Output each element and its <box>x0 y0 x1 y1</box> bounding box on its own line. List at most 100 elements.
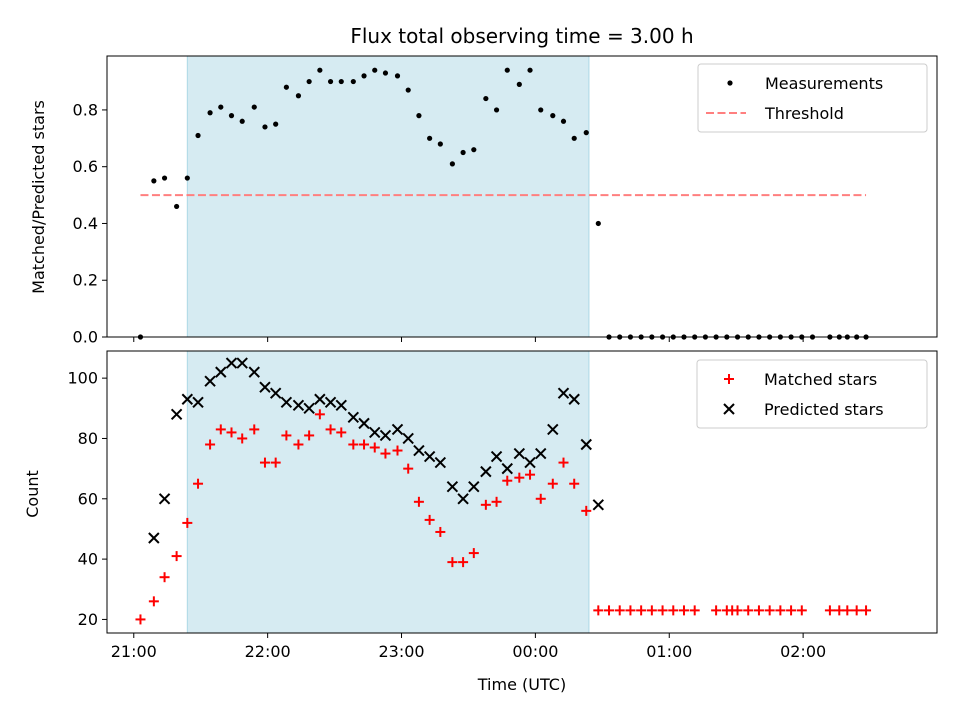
data-point <box>458 557 469 568</box>
data-point <box>457 493 469 505</box>
data-point <box>595 220 601 227</box>
data-point <box>493 107 500 113</box>
data-point <box>434 456 447 469</box>
data-point <box>480 465 492 478</box>
data-point <box>270 457 281 468</box>
data-point <box>504 67 510 73</box>
data-point <box>161 175 168 181</box>
data-point <box>204 375 216 387</box>
data-point <box>547 423 559 436</box>
data-point <box>403 463 414 474</box>
data-point <box>636 605 647 616</box>
data-point <box>625 605 636 616</box>
data-point <box>405 87 411 93</box>
data-point <box>394 73 401 79</box>
y-tick-label: 20 <box>78 610 98 629</box>
data-point <box>581 505 592 516</box>
data-point <box>727 80 733 86</box>
data-point <box>446 481 459 493</box>
data-point <box>215 424 226 435</box>
data-point <box>490 450 503 463</box>
legend-entry: Predicted stars <box>764 400 884 419</box>
data-point <box>259 457 270 468</box>
top-plot-frame <box>106 55 938 338</box>
data-point <box>560 118 567 124</box>
data-point <box>413 444 425 457</box>
data-point <box>306 78 312 85</box>
data-point <box>557 387 570 399</box>
data-point <box>380 448 391 459</box>
legend-entry: Matched stars <box>764 370 877 389</box>
y-tick-label: 0.4 <box>73 214 98 233</box>
data-point <box>550 113 556 119</box>
data-point <box>317 67 323 73</box>
data-point <box>135 614 146 625</box>
data-point <box>248 366 260 378</box>
data-point <box>514 472 525 483</box>
data-point <box>193 478 204 489</box>
data-point <box>480 499 491 510</box>
data-point <box>592 499 605 511</box>
data-point <box>711 605 722 616</box>
data-point <box>205 439 216 450</box>
data-point <box>786 605 797 616</box>
data-point <box>324 396 337 408</box>
y-tick-label: 0.2 <box>73 271 98 290</box>
data-point <box>226 427 237 438</box>
bottom-y-axis-label: Count <box>23 470 42 518</box>
data-point <box>593 605 604 616</box>
data-point <box>678 605 689 616</box>
data-point <box>359 439 370 450</box>
data-point <box>228 113 235 119</box>
data-point <box>350 78 356 85</box>
data-point <box>369 426 381 439</box>
data-point <box>225 357 238 369</box>
data-point <box>348 439 359 450</box>
data-point <box>668 605 679 616</box>
data-point <box>513 447 526 460</box>
data-point <box>535 493 546 504</box>
data-point <box>861 605 872 616</box>
data-point <box>447 557 458 568</box>
data-point <box>281 430 292 441</box>
data-point <box>527 67 533 73</box>
data-point <box>262 124 268 130</box>
data-point <box>148 596 159 607</box>
chart-title: Flux total observing time = 3.00 h <box>350 24 693 48</box>
data-point <box>170 408 183 421</box>
data-point <box>158 493 171 505</box>
y-tick-label: 40 <box>78 550 98 569</box>
data-point <box>525 469 536 480</box>
legend-box <box>696 359 928 429</box>
data-point <box>402 432 414 445</box>
data-point <box>824 605 835 616</box>
data-point <box>558 457 569 468</box>
data-point <box>293 439 304 450</box>
top-panel: 0.00.20.40.60.8 Matched/Predicted stars … <box>29 55 938 347</box>
data-point <box>338 78 344 85</box>
data-point <box>753 605 764 616</box>
data-point <box>184 175 190 181</box>
data-point <box>842 605 853 616</box>
data-point <box>195 132 201 139</box>
x-axis-label: Time (UTC) <box>477 675 566 694</box>
x-tick-label: 21:00 <box>111 642 157 661</box>
legend-entry: Threshold <box>764 104 844 123</box>
legend-box <box>697 63 928 133</box>
bottom-plot-frame <box>106 350 938 634</box>
data-point <box>547 478 558 489</box>
data-point <box>491 496 502 507</box>
data-point <box>435 526 446 537</box>
data-point <box>568 393 580 405</box>
data-point <box>259 381 271 393</box>
data-point <box>218 104 224 110</box>
data-point <box>416 113 422 119</box>
data-point <box>239 118 245 124</box>
data-point <box>361 73 367 79</box>
y-tick-label: 0.8 <box>73 100 98 119</box>
data-point <box>372 67 378 73</box>
data-point <box>314 393 326 405</box>
data-point <box>249 424 260 435</box>
data-point <box>314 409 325 420</box>
